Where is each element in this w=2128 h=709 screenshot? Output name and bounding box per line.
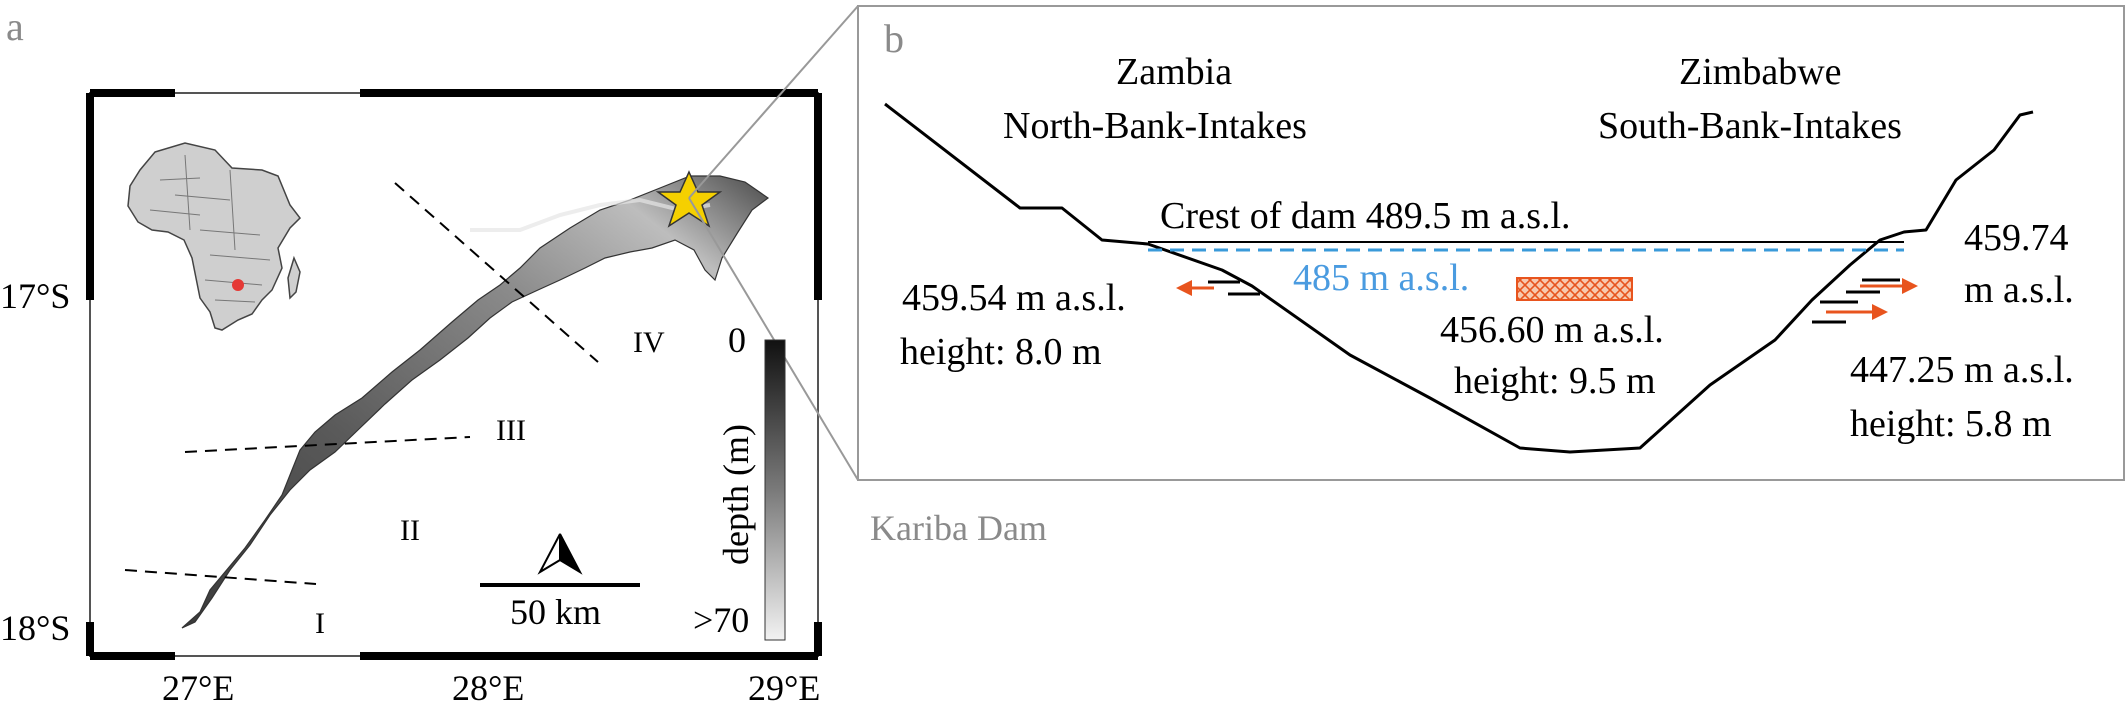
north-arrow-icon xyxy=(537,533,583,575)
scale-bar-label: 50 km xyxy=(510,592,601,632)
madagascar-shape xyxy=(287,255,301,300)
basin-label-iii: III xyxy=(496,414,526,447)
colorbar-min-label: 0 xyxy=(728,320,746,360)
colorbar-title: depth (m) xyxy=(716,424,756,565)
south-intake-upper-level-label: 459.74 xyxy=(1964,217,2069,259)
zoom-leader-top xyxy=(688,5,859,199)
spillway-level-label: 456.60 m a.s.l. xyxy=(1440,309,1664,351)
basin-label-i: I xyxy=(315,607,325,640)
lon-label-29e: 29°E xyxy=(748,668,820,704)
left-country-label: Zambia xyxy=(1116,51,1232,93)
lat-label-17s: 17°S xyxy=(0,276,70,316)
north-bank-intake xyxy=(1176,280,1260,296)
africa-inset-map xyxy=(127,142,301,331)
zoom-leader-bottom xyxy=(688,197,859,481)
basin-label-iv: IV xyxy=(633,326,665,359)
water-level-label: 485 m a.s.l. xyxy=(1293,257,1469,299)
south-intake-lower-level-label: 447.25 m a.s.l. xyxy=(1850,349,2074,391)
panel-a-letter: a xyxy=(6,4,24,49)
south-intake-upper-unit-label: m a.s.l. xyxy=(1964,269,2074,311)
panel-b-letter: b xyxy=(884,16,904,61)
left-intakes-label: North-Bank-Intakes xyxy=(1003,105,1307,147)
cross-section-frame xyxy=(857,5,2125,481)
depth-colorbar xyxy=(764,339,786,641)
site-name-label: Kariba Dam xyxy=(870,508,1047,548)
north-intake-arrow-icon xyxy=(1176,280,1192,296)
south-bank-intakes xyxy=(1812,278,1918,324)
basin-label-ii: II xyxy=(400,514,420,547)
spillway-gates xyxy=(1516,277,1633,301)
lon-label-28e: 28°E xyxy=(452,668,524,704)
basin-dividers xyxy=(124,182,599,585)
south-intake-upper-arrow-icon xyxy=(1902,278,1918,294)
lon-label-27e: 27°E xyxy=(162,668,234,704)
crest-label: Crest of dam 489.5 m a.s.l. xyxy=(1160,195,1571,237)
north-intake-level-label: 459.54 m a.s.l. xyxy=(902,277,1126,319)
study-area-dot xyxy=(232,279,244,291)
map-frame xyxy=(86,89,822,660)
south-intake-lower-arrow-icon xyxy=(1872,304,1888,320)
south-intake-lower-height-label: height: 5.8 m xyxy=(1850,403,2052,445)
lat-label-18s: 18°S xyxy=(0,608,70,648)
right-intakes-label: South-Bank-Intakes xyxy=(1598,105,1902,147)
right-country-label: Zimbabwe xyxy=(1679,51,1842,93)
dam-cross-section-profile xyxy=(884,102,2034,454)
north-intake-height-label: height: 8.0 m xyxy=(900,331,1102,373)
colorbar-max-label: >70 xyxy=(693,600,749,640)
spillway-height-label: height: 9.5 m xyxy=(1454,360,1656,402)
